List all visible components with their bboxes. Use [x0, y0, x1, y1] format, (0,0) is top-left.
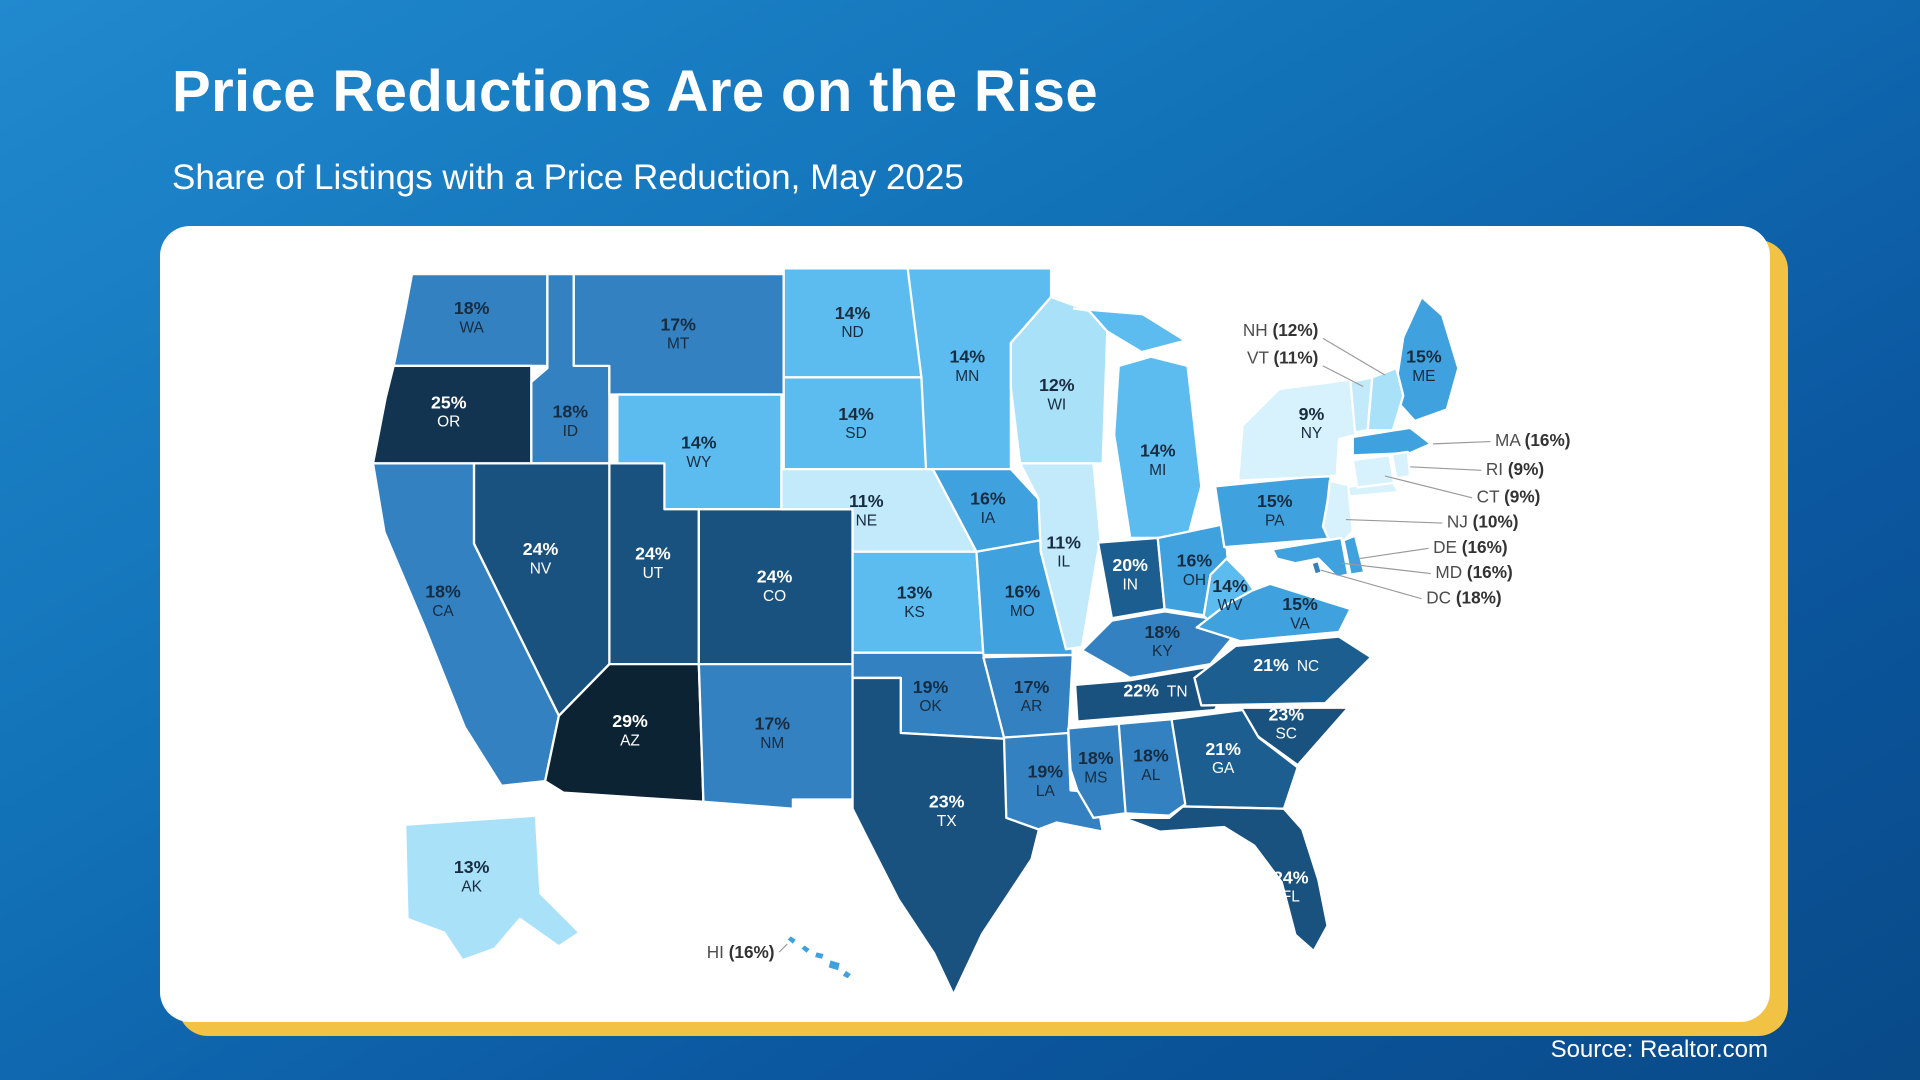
state-label-ID: 18% ID — [553, 401, 589, 439]
state-label-ME: 15% ME — [1406, 346, 1442, 384]
callout-label-DE: DE (16%) — [1433, 537, 1508, 557]
state-label-KS: 13% KS — [897, 583, 933, 621]
state-label-NY: 9% NY — [1299, 404, 1325, 442]
state-label-NC: 21% NC — [1253, 655, 1319, 675]
state-label-NM: 17% NM — [754, 714, 790, 752]
callout-label-VT: VT (11%) — [1247, 348, 1318, 368]
state-label-AZ: 29% AZ — [612, 711, 648, 749]
callout-line-DE — [1359, 547, 1429, 560]
state-label-SC: 23% SC — [1268, 704, 1304, 742]
state-label-WY: 14% WY — [681, 432, 717, 470]
state-label-WV: 14% WV — [1212, 576, 1248, 614]
callout-line-CT — [1384, 475, 1473, 499]
state-label-CA: 18% CA — [425, 582, 461, 620]
state-label-AL: 18% AL — [1133, 746, 1169, 784]
state-IL — [1018, 462, 1102, 651]
state-label-TX: 23% TX — [929, 792, 965, 830]
callout-label-HI: HI (16%) — [707, 942, 775, 962]
callout-label-RI: RI (9%) — [1486, 459, 1544, 479]
state-HI-part3 — [826, 957, 843, 973]
state-label-MI: 14% MI — [1140, 440, 1176, 478]
state-DC — [1310, 559, 1323, 576]
state-label-MT: 17% MT — [660, 314, 696, 352]
state-label-AR: 17% AR — [1014, 677, 1050, 715]
state-label-OH: 16% OH — [1177, 551, 1213, 589]
state-TX — [851, 676, 1045, 996]
callout-label-NH: NH (12%) — [1243, 320, 1318, 340]
state-label-GA: 21% GA — [1205, 739, 1241, 777]
state-NC — [1193, 635, 1373, 707]
state-label-CO: 24% CO — [757, 567, 793, 605]
map-container: 18% WA 25% OR 18% ID 17% MT 14% WY 24% UT 24% NV 18% CA… — [160, 226, 1770, 1022]
callout-line-VT — [1322, 365, 1364, 388]
state-label-FL: 24% FL — [1273, 867, 1309, 905]
state-VA — [1195, 582, 1352, 643]
state-label-OK: 19% OK — [913, 677, 949, 715]
map-card: 18% WA 25% OR 18% ID 17% MT 14% WY 24% UT 24% NV 18% CA… — [160, 226, 1770, 1022]
state-label-NV: 24% NV — [523, 539, 559, 577]
state-AK — [403, 814, 581, 962]
state-label-MS: 18% MS — [1078, 748, 1114, 786]
state-MA — [1351, 426, 1432, 457]
page-title: Price Reductions Are on the Rise — [172, 59, 1098, 124]
callout-labels-layer: NH (12%) VT (11%) MA (16%) RI (9%) CT (9%) NJ… — [707, 320, 1571, 962]
state-NH — [1366, 367, 1405, 432]
state-label-SD: 14% SD — [838, 404, 874, 442]
callout-label-MD: MD (16%) — [1435, 562, 1512, 582]
state-HI — [784, 933, 799, 947]
state-ME — [1392, 295, 1460, 423]
state-label-OR: 25% OR — [431, 392, 467, 430]
state-label-WA: 18% WA — [454, 298, 490, 336]
state-label-IA: 16% IA — [970, 489, 1006, 527]
callout-line-NJ — [1345, 519, 1443, 524]
state-label-ND: 14% ND — [835, 303, 871, 341]
state-label-UT: 24% UT — [635, 544, 671, 582]
state-label-MO: 16% MO — [1005, 582, 1041, 620]
callout-label-MA: MA (16%) — [1495, 430, 1570, 450]
callout-line-MA — [1433, 441, 1491, 445]
source-attribution: Source: Realtor.com — [1550, 1036, 1768, 1063]
state-label-IN: 20% IN — [1112, 555, 1148, 593]
state-label-NE: 11% NE — [849, 491, 884, 529]
state-HI-part2 — [812, 949, 827, 962]
state-MD — [1271, 536, 1350, 579]
state-label-PA: 15% PA — [1257, 491, 1293, 529]
state-label-WI: 12% WI — [1039, 375, 1075, 413]
state-FL — [1122, 805, 1329, 953]
state-label-MN: 14% MN — [950, 346, 986, 384]
us-choropleth-map: 18% WA 25% OR 18% ID 17% MT 14% WY 24% UT 24% NV 18% CA… — [371, 267, 1571, 996]
state-MN — [906, 267, 1053, 471]
state-MI-part1 — [1112, 355, 1203, 540]
state-label-VA: 15% VA — [1282, 594, 1318, 632]
callout-line-MD — [1341, 562, 1431, 575]
state-CA — [371, 462, 561, 787]
state-WI — [1009, 295, 1109, 465]
state-label-LA: 19% LA — [1028, 762, 1064, 800]
state-HI-part1 — [798, 942, 813, 956]
callout-line-RI — [1410, 466, 1482, 471]
state-labels-layer: 18% WA 25% OR 18% ID 17% MT 14% WY 24% UT 24% NV 18% CA… — [425, 298, 1442, 905]
states-layer — [371, 267, 1460, 996]
state-label-AK: 13% AK — [454, 857, 490, 895]
state-MS — [1067, 722, 1127, 820]
callout-line-HI — [778, 943, 788, 953]
state-label-TN: 22% TN — [1123, 680, 1187, 700]
callout-label-CT: CT (9%) — [1477, 486, 1541, 506]
callout-line-NH — [1322, 337, 1386, 376]
state-HI-part4 — [839, 968, 854, 981]
state-MI — [1072, 307, 1187, 354]
state-label-KY: 18% KY — [1145, 622, 1181, 660]
callout-label-DC: DC (18%) — [1426, 587, 1501, 607]
state-RI — [1390, 450, 1412, 480]
callout-line-DC — [1320, 569, 1422, 600]
page-subtitle: Share of Listings with a Price Reduction… — [172, 158, 964, 197]
state-label-IL: 11% IL — [1046, 532, 1081, 570]
callout-label-NJ: NJ (10%) — [1447, 512, 1519, 532]
state-CT — [1351, 454, 1396, 489]
